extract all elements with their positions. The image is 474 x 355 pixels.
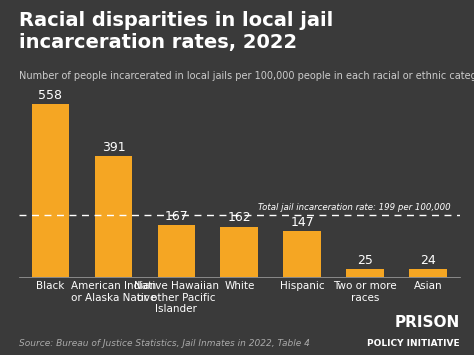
Text: 24: 24 bbox=[420, 254, 436, 267]
Text: 558: 558 bbox=[38, 89, 63, 102]
Bar bbox=[283, 231, 321, 277]
Text: Source: Bureau of Justice Statistics, Jail Inmates in 2022, Table 4: Source: Bureau of Justice Statistics, Ja… bbox=[19, 339, 310, 348]
Bar bbox=[410, 269, 447, 277]
Text: 25: 25 bbox=[357, 254, 373, 267]
Text: Total jail incarceration rate: 199 per 100,000: Total jail incarceration rate: 199 per 1… bbox=[258, 203, 450, 212]
Bar bbox=[157, 225, 195, 277]
Bar bbox=[32, 104, 69, 277]
Bar bbox=[94, 156, 132, 277]
Text: Number of people incarcerated in local jails per 100,000 people in each racial o: Number of people incarcerated in local j… bbox=[19, 71, 474, 81]
Text: PRISON: PRISON bbox=[394, 315, 460, 330]
Text: 147: 147 bbox=[291, 216, 314, 229]
Bar bbox=[346, 269, 384, 277]
Bar bbox=[220, 227, 258, 277]
Text: POLICY INITIATIVE: POLICY INITIATIVE bbox=[367, 339, 460, 348]
Text: Racial disparities in local jail incarceration rates, 2022: Racial disparities in local jail incarce… bbox=[19, 11, 333, 51]
Text: 162: 162 bbox=[228, 211, 251, 224]
Text: 391: 391 bbox=[101, 141, 125, 153]
Text: 167: 167 bbox=[164, 210, 188, 223]
